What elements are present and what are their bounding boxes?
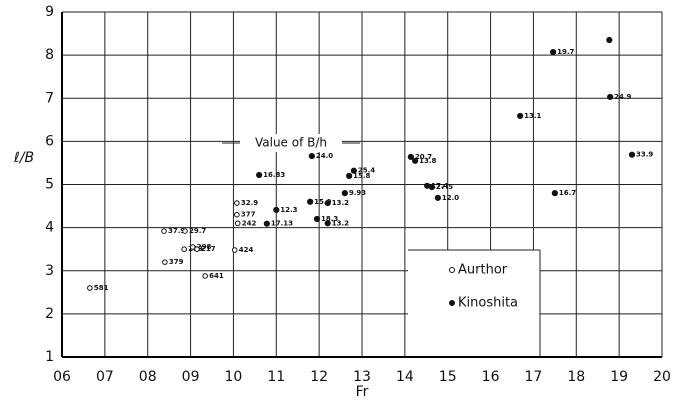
point	[346, 172, 353, 179]
point	[161, 228, 167, 234]
point-label: 13.2	[332, 219, 349, 227]
legend-label: Kinoshita	[458, 296, 518, 311]
point-label: 217	[201, 245, 216, 253]
y-tick-label: 5	[45, 177, 54, 193]
legend-label: Aurthor	[458, 263, 508, 278]
point-label: 298	[197, 243, 212, 251]
point-label: 18.3	[321, 215, 338, 223]
point	[434, 194, 441, 201]
point-label: 15.0	[314, 198, 331, 206]
point	[550, 49, 557, 56]
point-label: 13.1	[524, 112, 541, 120]
x-tick-label: 20	[653, 369, 671, 385]
x-tick-label: 10	[225, 369, 243, 385]
point-label: 33.9	[636, 151, 653, 159]
point	[517, 112, 524, 120]
y-tick-label: 9	[45, 4, 54, 20]
point	[606, 36, 613, 44]
x-tick-label: 17	[525, 369, 543, 385]
point-label: 13.8	[419, 157, 436, 165]
point-label: 15.8	[353, 172, 370, 180]
point-label: 24.0	[316, 152, 333, 160]
point	[234, 220, 241, 227]
point	[412, 157, 419, 164]
point	[313, 215, 321, 223]
legend-box	[408, 250, 540, 356]
point-label: 13.2	[332, 199, 349, 207]
x-tick-label: 18	[567, 369, 585, 385]
point	[231, 247, 238, 253]
point	[428, 183, 435, 191]
y-tick-label: 4	[45, 220, 54, 236]
x-tick-label: 07	[96, 369, 114, 385]
annotation-bg	[240, 134, 342, 152]
x-tick-label: 11	[267, 369, 285, 385]
y-tick-label: 6	[45, 133, 54, 149]
point	[324, 199, 331, 207]
point-label: 17.4	[431, 182, 448, 190]
x-tick-label: 09	[182, 369, 200, 385]
point	[182, 228, 188, 234]
x-tick-label: 16	[482, 369, 500, 385]
x-tick-label: 14	[396, 369, 414, 385]
point-label: 27.5	[436, 183, 453, 191]
point-label: 581	[94, 284, 109, 292]
point	[308, 152, 315, 160]
y-tick-label: 2	[45, 306, 54, 322]
x-tick-label: 19	[610, 369, 628, 385]
point-label: 25.4	[358, 167, 375, 175]
point-label: 37.9	[168, 227, 185, 235]
point-label: 32.9	[241, 199, 258, 207]
point	[189, 244, 196, 250]
point-label: 9.93	[349, 189, 366, 197]
point	[87, 285, 93, 291]
point-label: 20.7	[415, 153, 432, 161]
point	[256, 171, 263, 179]
point	[350, 167, 357, 174]
y-tick-label: 3	[45, 263, 54, 279]
x-tick-label: 06	[53, 369, 71, 385]
x-tick-label: 15	[439, 369, 457, 385]
legend-marker	[449, 300, 455, 306]
point	[307, 198, 314, 205]
legend-marker	[449, 267, 455, 273]
point-label: 379	[169, 258, 184, 266]
x-tick-label: 12	[310, 369, 328, 385]
point	[341, 190, 348, 197]
y-tick-label: 1	[45, 349, 54, 365]
point-label: 12.3	[280, 206, 297, 214]
point-label: 24.9	[614, 93, 631, 101]
point-label: 17.13	[271, 220, 293, 228]
point	[607, 93, 614, 101]
point	[263, 220, 270, 227]
point	[162, 259, 168, 265]
y-axis-label: ℓ/B	[13, 150, 34, 166]
point-label: 242	[242, 219, 257, 227]
point	[551, 190, 558, 197]
point	[202, 273, 208, 279]
point-label: 424	[239, 246, 254, 254]
y-tick-label: 7	[45, 90, 54, 106]
point-label: 16.7	[559, 189, 576, 197]
annotation: Value of B/h	[255, 136, 327, 150]
point-label: 29.7	[189, 227, 206, 235]
point	[628, 151, 636, 158]
point	[324, 220, 331, 227]
y-tick-label: 8	[45, 47, 54, 63]
point	[194, 246, 200, 252]
point	[407, 153, 414, 160]
point-label: 12.0	[442, 194, 459, 202]
point	[234, 211, 240, 218]
point	[234, 200, 240, 206]
x-tick-label: 13	[353, 369, 371, 385]
point-label: 377	[241, 211, 256, 219]
x-tick-label: 08	[139, 369, 157, 385]
x-axis-label: Fr	[356, 384, 369, 400]
point-label: 641	[209, 272, 224, 280]
point	[273, 206, 280, 214]
point-label: 19.7	[557, 48, 574, 56]
point	[181, 246, 187, 252]
point-label: 16.83	[263, 171, 285, 179]
